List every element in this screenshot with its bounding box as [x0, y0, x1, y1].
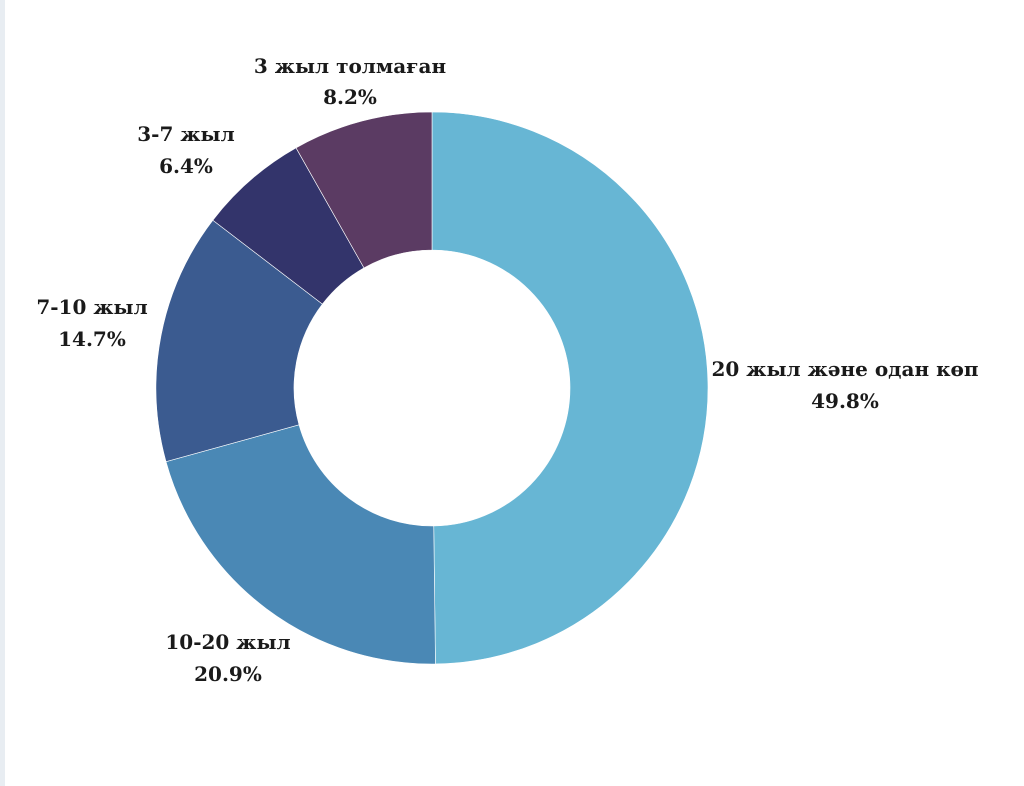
slice-0: [431, 111, 709, 665]
slice-value-4: 8.2%: [323, 85, 377, 109]
labels-group: 20 жыл және одан көп 49.8% 10-20 жыл 20.…: [36, 54, 978, 686]
slice-1: [165, 424, 436, 665]
slice-label-4: 3 жыл толмаған: [254, 54, 446, 78]
slice-2: [155, 219, 323, 463]
slice-value-1: 20.9%: [194, 662, 262, 686]
slice-4: [295, 111, 433, 269]
slice-value-2: 14.7%: [58, 327, 126, 351]
slice-label-3: 3-7 жыл: [137, 122, 234, 146]
slice-label-2: 7-10 жыл: [36, 295, 147, 319]
left-edge-strip: [0, 0, 5, 786]
slice-value-3: 6.4%: [159, 154, 213, 178]
slice-label-0: 20 жыл және одан көп: [711, 357, 978, 381]
slice-label-1: 10-20 жыл: [165, 630, 290, 654]
slice-value-0: 49.8%: [811, 389, 879, 413]
slices-group: [155, 111, 709, 665]
